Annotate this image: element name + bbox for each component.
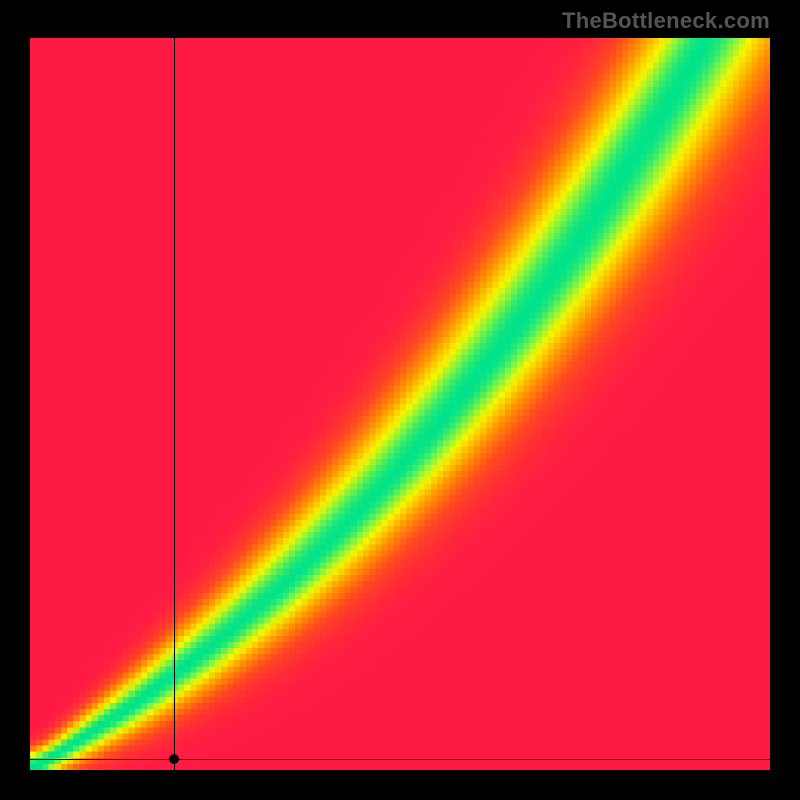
crosshair-vertical <box>174 38 175 770</box>
crosshair-horizontal <box>30 759 770 760</box>
watermark-text: TheBottleneck.com <box>562 8 770 34</box>
heatmap-canvas <box>30 38 770 770</box>
heatmap-plot <box>30 38 770 770</box>
